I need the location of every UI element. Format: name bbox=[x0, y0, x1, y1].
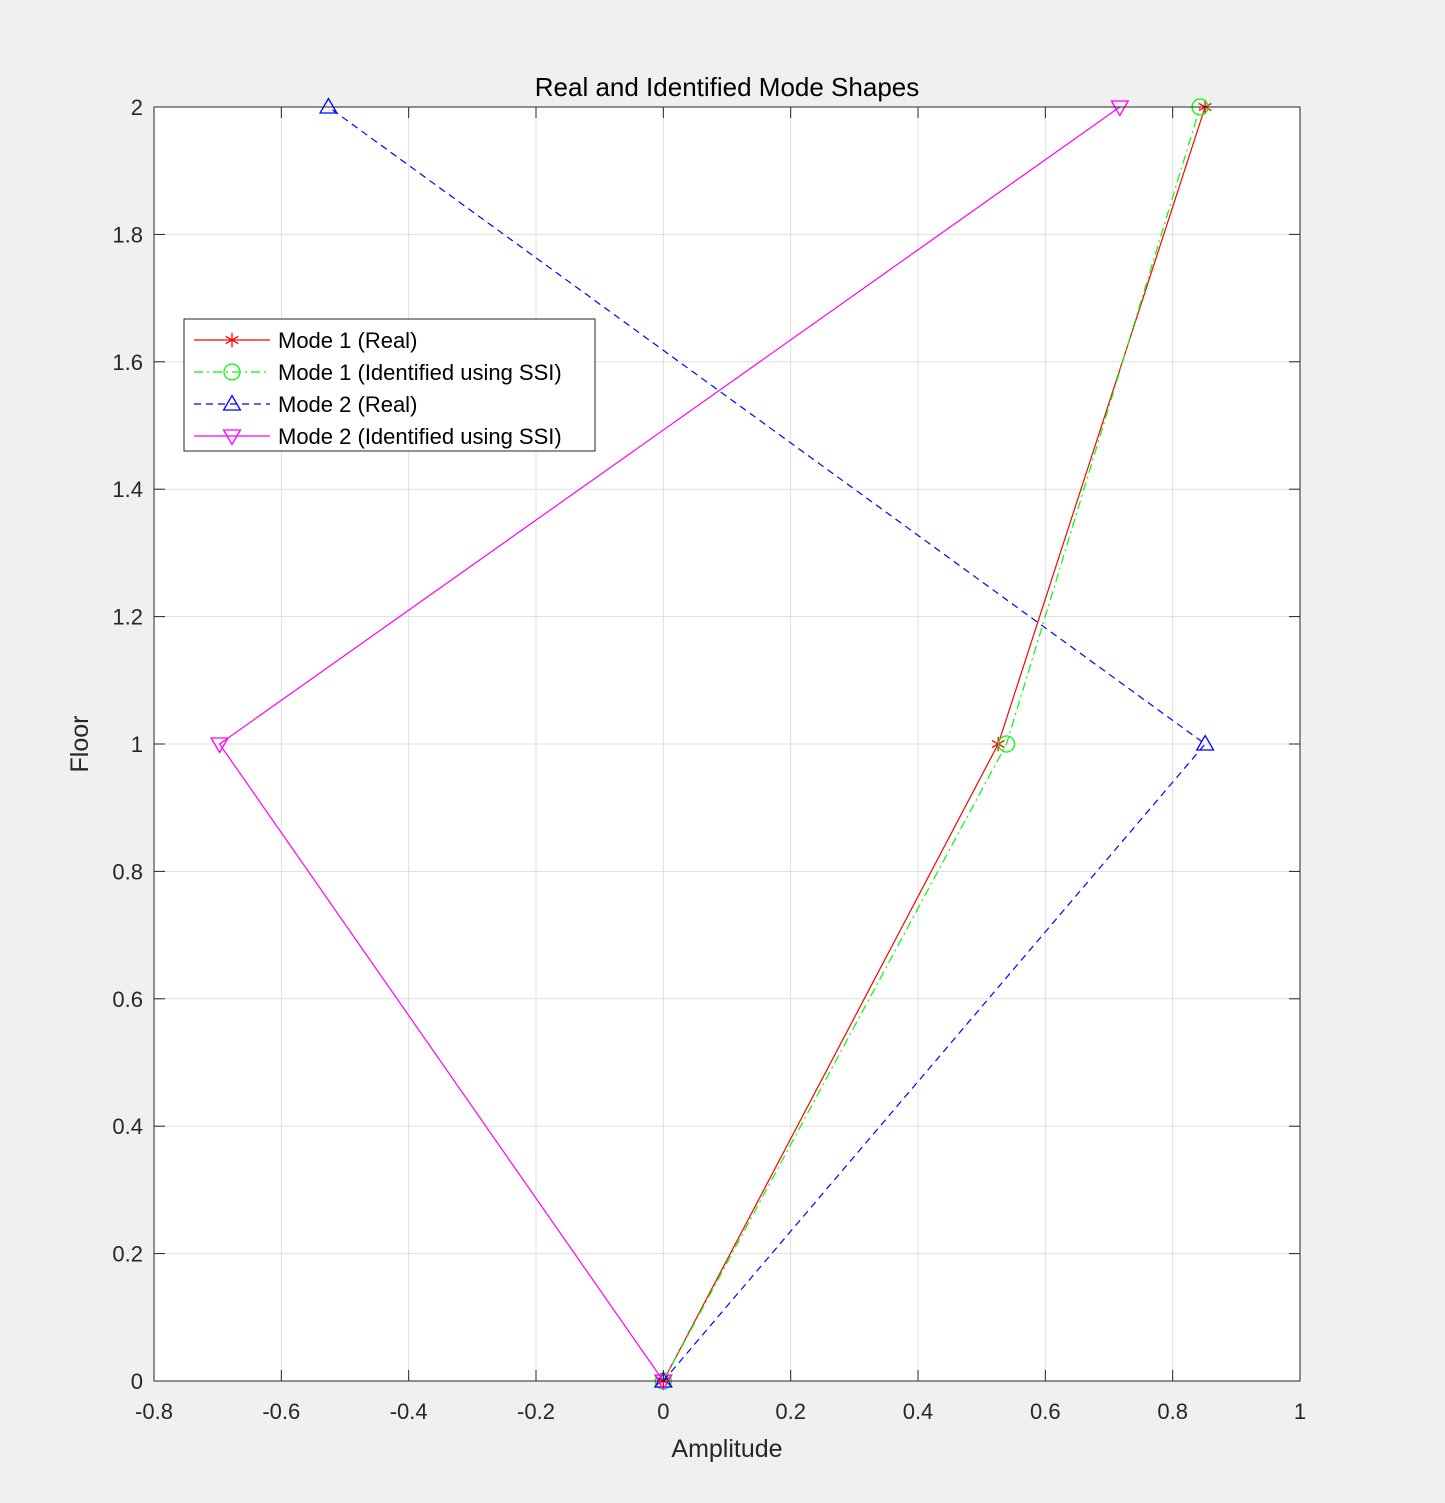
y-tick-label: 2 bbox=[131, 95, 143, 120]
series-line-3 bbox=[328, 106, 1207, 1382]
legend: Mode 1 (Real) Mode 1 (Identified using SS… bbox=[183, 318, 596, 452]
legend-marker-2 bbox=[223, 363, 241, 381]
series-4-point bbox=[210, 737, 230, 754]
chart-title: Real and Identified Mode Shapes bbox=[535, 72, 920, 102]
x-tick-label: 0.4 bbox=[903, 1399, 934, 1424]
series-line-4 bbox=[218, 106, 1121, 1382]
x-tick-label: 0.2 bbox=[775, 1399, 806, 1424]
y-tick-label: 0.8 bbox=[112, 859, 143, 884]
y-tick-label: 1.4 bbox=[112, 477, 143, 502]
series-3-point bbox=[1195, 734, 1215, 751]
x-tick-label: -0.6 bbox=[262, 1399, 300, 1424]
y-axis-title: Floor bbox=[66, 716, 94, 773]
legend-label-1: Mode 1 (Real) bbox=[278, 328, 417, 353]
x-tick-label: 0.8 bbox=[1157, 1399, 1188, 1424]
series-line-2 bbox=[662, 106, 1201, 1382]
y-tick-label: 0.2 bbox=[112, 1242, 143, 1267]
legend-marker-3 bbox=[222, 394, 242, 411]
y-tick-label: 1.8 bbox=[112, 222, 143, 247]
legend-label-3: Mode 2 (Real) bbox=[278, 392, 417, 417]
y-tick-label: 1.6 bbox=[112, 350, 143, 375]
y-tick-label: 0.4 bbox=[112, 1114, 143, 1139]
y-tick-label: 0.6 bbox=[112, 987, 143, 1012]
x-tick-label: -0.8 bbox=[135, 1399, 173, 1424]
y-tick-label: 0 bbox=[131, 1369, 143, 1394]
x-axis-title: Amplitude bbox=[671, 1435, 782, 1463]
legend-marker-1 bbox=[225, 332, 239, 348]
legend-label-4: Mode 2 (Identified using SSI) bbox=[278, 424, 562, 449]
y-tick-label: 1.2 bbox=[112, 605, 143, 630]
x-tick-label: 1 bbox=[1294, 1399, 1306, 1424]
x-tick-label: 0 bbox=[657, 1399, 669, 1424]
legend-box bbox=[183, 318, 596, 452]
legend-marker-4 bbox=[222, 429, 242, 446]
legend-label-2: Mode 1 (Identified using SSI) bbox=[278, 360, 562, 385]
x-tick-label: 0.6 bbox=[1030, 1399, 1061, 1424]
series-2-point bbox=[997, 735, 1016, 753]
series-4-point bbox=[1110, 100, 1130, 117]
x-tick-label: -0.2 bbox=[517, 1399, 555, 1424]
y-tick-label: 1 bbox=[131, 732, 143, 757]
series-layer bbox=[210, 97, 1215, 1391]
series-3-point bbox=[653, 1371, 673, 1388]
ticks: -0.8 -0.6 -0.4 -0.2 0 0.2 0.4 0.6 0.8 1 0 0.2 0.4 0.6… bbox=[112, 95, 1306, 1424]
x-tick-label: -0.4 bbox=[390, 1399, 428, 1424]
series-3-point bbox=[318, 97, 338, 114]
